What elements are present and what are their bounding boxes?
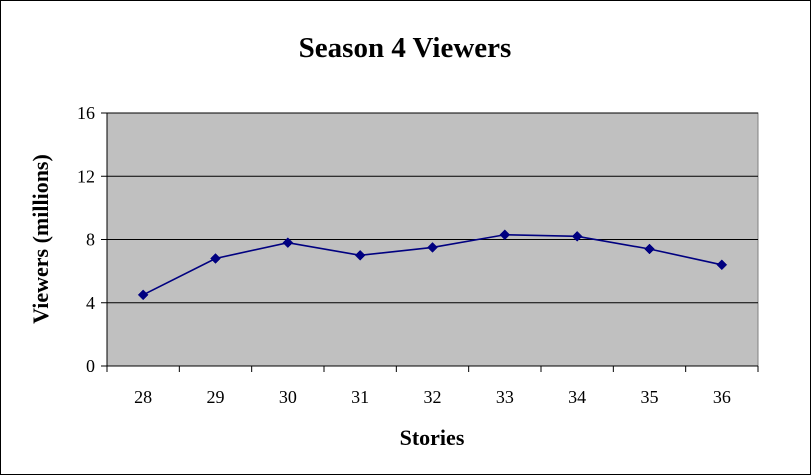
x-tick-label: 35 [641,387,659,407]
data-point-marker [210,253,221,264]
x-tick-label: 34 [568,387,586,407]
chart-title: Season 4 Viewers [299,32,512,64]
data-point-marker [499,229,511,241]
data-point-marker [137,289,149,301]
x-tick-label: 29 [207,387,225,407]
y-tick-label: 12 [77,166,95,186]
series-group [137,229,728,301]
y-axis-title: Viewers (millions) [28,154,53,324]
data-point-marker [571,230,583,242]
x-tick-label: 30 [279,387,297,407]
y-tick-label: 16 [77,103,95,123]
x-tick-label: 32 [424,387,442,407]
data-point-marker [282,237,294,249]
x-tick-label: 31 [351,387,369,407]
data-point-marker [644,243,655,255]
data-point-marker [716,259,728,271]
y-tick-label: 4 [86,293,95,313]
x-axis: 28 29 30 31 32 33 34 35 36 [106,365,759,407]
x-tick-label: 36 [713,387,731,407]
data-point-marker [427,242,438,253]
y-axis: 0 4 8 12 16 [77,103,108,376]
x-axis-title: Stories [400,425,465,450]
x-tick-label: 33 [496,387,514,407]
y-tick-label: 0 [86,356,95,376]
x-tick-label: 28 [134,387,152,407]
data-point-marker [354,249,366,261]
y-tick-label: 8 [86,230,95,250]
gridlines [107,112,758,304]
